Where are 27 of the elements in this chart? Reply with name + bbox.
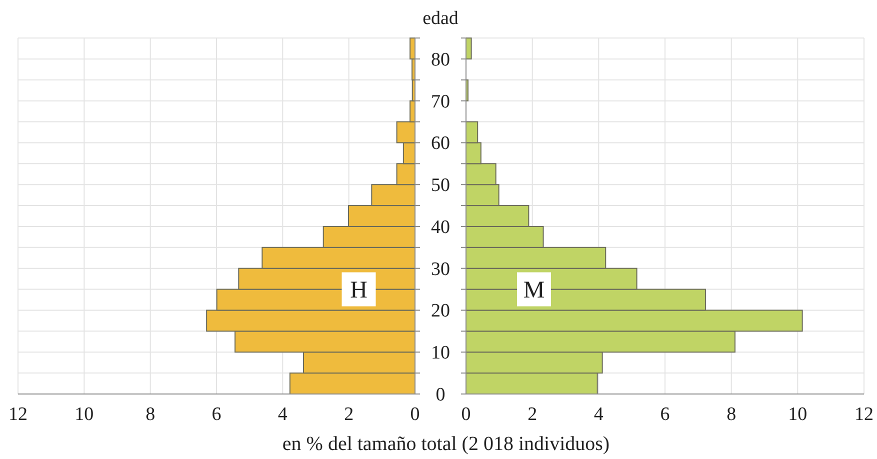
x-tick-label: 8 <box>726 404 736 425</box>
y-axis-title: edad <box>422 8 459 29</box>
x-tick-label: 0 <box>461 404 471 425</box>
x-tick-label: 12 <box>854 404 874 425</box>
y-tick-label: 60 <box>431 133 450 154</box>
y-tick-label: 50 <box>431 175 450 196</box>
x-tick-label: 8 <box>146 404 156 425</box>
y-tick-label: 40 <box>431 216 450 238</box>
x-tick-label: 2 <box>344 404 354 425</box>
y-tick-label: 80 <box>431 49 450 70</box>
y-tick-label: 0 <box>436 384 446 406</box>
x-tick-label: 0 <box>410 404 420 425</box>
x-axis-title: en % del tamaño total (2 018 individuos) <box>282 433 610 455</box>
series-label: M <box>523 277 545 304</box>
x-tick-label: 12 <box>8 404 28 425</box>
x-tick-label: 10 <box>74 404 94 425</box>
x-tick-label: 4 <box>594 404 604 425</box>
y-tick-label: 10 <box>431 342 450 364</box>
y-tick-label: 70 <box>431 91 450 112</box>
x-tick-label: 10 <box>788 404 808 425</box>
y-tick-label: 30 <box>431 258 450 280</box>
x-tick-label: 6 <box>212 404 222 425</box>
y-tick-label: 20 <box>431 300 450 322</box>
x-tick-label: 6 <box>660 404 670 425</box>
x-tick-label: 4 <box>278 404 288 425</box>
x-tick-label: 2 <box>528 404 538 425</box>
series-label: H <box>350 277 368 304</box>
